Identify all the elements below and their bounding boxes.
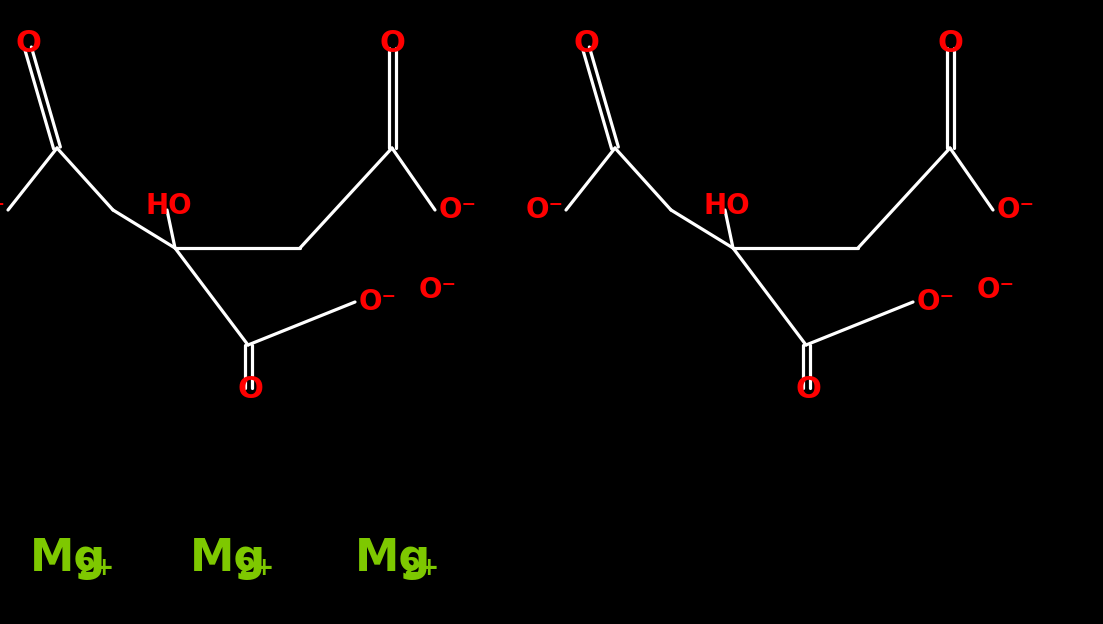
Text: Mg: Mg — [190, 537, 266, 580]
Text: 2+: 2+ — [78, 556, 114, 580]
Text: O⁻: O⁻ — [358, 288, 397, 316]
Text: O: O — [237, 376, 263, 404]
Text: 2+: 2+ — [238, 556, 275, 580]
Text: O⁻: O⁻ — [997, 196, 1035, 224]
Text: O⁻: O⁻ — [977, 276, 1015, 304]
Text: O⁻: O⁻ — [0, 196, 6, 224]
Text: O: O — [938, 29, 963, 59]
Text: O: O — [379, 29, 405, 59]
Text: HO: HO — [704, 192, 750, 220]
Text: 2+: 2+ — [403, 556, 439, 580]
Text: O⁻: O⁻ — [439, 196, 478, 224]
Text: O: O — [574, 29, 599, 59]
Text: Mg: Mg — [355, 537, 431, 580]
Text: O: O — [15, 29, 41, 59]
Text: O: O — [795, 376, 821, 404]
Text: O⁻: O⁻ — [917, 288, 955, 316]
Text: HO: HO — [146, 192, 192, 220]
Text: O⁻: O⁻ — [526, 196, 564, 224]
Text: O⁻: O⁻ — [419, 276, 457, 304]
Text: Mg: Mg — [30, 537, 106, 580]
